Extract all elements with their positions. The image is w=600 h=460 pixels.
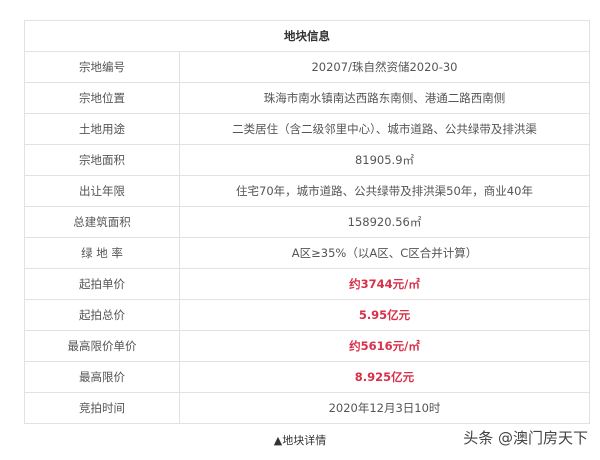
row-value: 8.925亿元 — [179, 361, 590, 393]
row-label: 土地用途 — [24, 113, 180, 145]
row-label: 起拍总价 — [24, 299, 180, 331]
row-value: 约5616元/㎡ — [179, 330, 590, 362]
row-label: 宗地编号 — [24, 51, 180, 83]
row-label: 出让年限 — [24, 175, 180, 207]
table-title-row: 地块信息 — [24, 20, 590, 52]
table-row: 竞拍时间 2020年12月3日10时 — [24, 392, 590, 424]
table-row: 起拍总价 5.95亿元 — [24, 299, 590, 331]
table-row: 起拍单价 约3744元/㎡ — [24, 268, 590, 300]
row-value: 2020年12月3日10时 — [179, 392, 590, 424]
row-value: A区≥35%（以A区、C区合并计算） — [179, 237, 590, 269]
row-label: 绿 地 率 — [24, 237, 180, 269]
row-label: 宗地位置 — [24, 82, 180, 114]
table-row: 土地用途 二类居住（含二级邻里中心）、城市道路、公共绿带及排洪渠 — [24, 113, 590, 145]
row-value: 住宅70年，城市道路、公共绿带及排洪渠50年，商业40年 — [179, 175, 590, 207]
watermark: 头条 @澳门房天下 — [463, 429, 588, 447]
table-row: 宗地位置 珠海市南水镇南达西路东南侧、港通二路西南侧 — [24, 82, 590, 114]
row-value: 约3744元/㎡ — [179, 268, 590, 300]
table-row: 总建筑面积 158920.56㎡ — [24, 206, 590, 238]
row-value: 珠海市南水镇南达西路东南侧、港通二路西南侧 — [179, 82, 590, 114]
table-row: 出让年限 住宅70年，城市道路、公共绿带及排洪渠50年，商业40年 — [24, 175, 590, 207]
table-row: 最高限价单价 约5616元/㎡ — [24, 330, 590, 362]
row-value: 81905.9㎡ — [179, 144, 590, 176]
row-label: 宗地面积 — [24, 144, 180, 176]
table-row: 宗地编号 20207/珠自然资储2020-30 — [24, 51, 590, 83]
table-row: 宗地面积 81905.9㎡ — [24, 144, 590, 176]
row-label: 总建筑面积 — [24, 206, 180, 238]
row-label: 起拍单价 — [24, 268, 180, 300]
row-label: 竞拍时间 — [24, 392, 180, 424]
row-value: 158920.56㎡ — [179, 206, 590, 238]
row-label: 最高限价单价 — [24, 330, 180, 362]
row-value: 5.95亿元 — [179, 299, 590, 331]
row-label: 最高限价 — [24, 361, 180, 393]
table-title: 地块信息 — [24, 20, 590, 52]
table-caption: ▲地块详情 — [273, 434, 327, 447]
land-info-table: 地块信息 宗地编号 20207/珠自然资储2020-30 宗地位置 珠海市南水镇南达西… — [24, 20, 590, 424]
row-value: 20207/珠自然资储2020-30 — [179, 51, 590, 83]
table-row: 绿 地 率 A区≥35%（以A区、C区合并计算） — [24, 237, 590, 269]
table-row: 最高限价 8.925亿元 — [24, 361, 590, 393]
row-value: 二类居住（含二级邻里中心）、城市道路、公共绿带及排洪渠 — [179, 113, 590, 145]
